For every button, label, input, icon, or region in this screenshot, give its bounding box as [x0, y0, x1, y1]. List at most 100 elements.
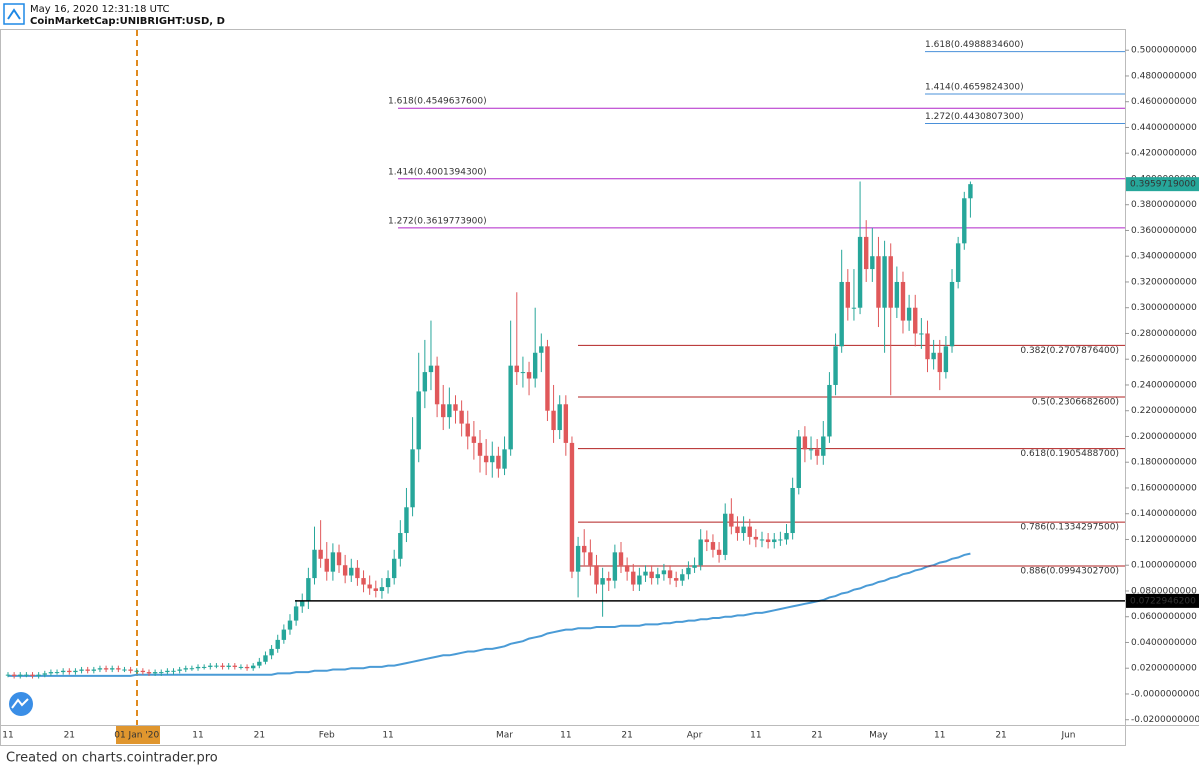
x-tick-label: 21 [64, 731, 75, 741]
candle-body [465, 423, 470, 437]
candle-body [882, 256, 887, 308]
price-tag-label: 0.0722946200 [1130, 596, 1196, 606]
candle-body [361, 578, 366, 585]
fib-label: 0.382(0.2707876400) [1020, 346, 1119, 356]
candle-body [502, 449, 507, 469]
candle-body [208, 665, 213, 667]
candle-body [962, 198, 967, 244]
candle-body [539, 346, 544, 353]
candle-body [827, 384, 832, 437]
candle-body [434, 365, 440, 405]
candle-body [919, 333, 924, 335]
candle-body [300, 601, 305, 607]
candle-body [765, 539, 771, 543]
candle-body [103, 668, 109, 670]
candle-body [79, 669, 84, 671]
x-tick-label: 11 [750, 731, 761, 741]
candle-body [594, 565, 599, 585]
y-tick-label: 0.0200000000 [1131, 664, 1197, 674]
fib-label: 1.272(0.4430807300) [925, 112, 1024, 122]
candle-body [165, 670, 170, 673]
y-tick-label: 0.0800000000 [1131, 586, 1197, 596]
candle-body [134, 670, 139, 672]
candle-body [772, 539, 777, 543]
candle-body [201, 666, 207, 668]
y-tick-label: 0.1400000000 [1131, 509, 1197, 519]
candle-body [232, 665, 238, 667]
candle-body [955, 243, 961, 282]
candle-body [894, 281, 900, 308]
candle-body [612, 552, 618, 581]
candle-body [753, 536, 759, 540]
candle-body [937, 352, 942, 373]
y-tick-label: 0.4400000000 [1131, 123, 1197, 133]
candle-body [459, 410, 464, 424]
candle-body [140, 670, 146, 673]
candle-body [864, 236, 869, 270]
y-tick-label: 0.5000000000 [1131, 46, 1197, 56]
candle-body [287, 620, 293, 630]
candle-body [183, 668, 188, 670]
candle-body [876, 256, 881, 308]
candle-body [490, 455, 495, 463]
candle-body [477, 442, 483, 456]
candle-body [532, 352, 538, 379]
candle-body [220, 665, 225, 667]
candle-body [821, 436, 826, 456]
candle-body [159, 672, 164, 674]
fib-label: 0.886(0.0994302700) [1020, 566, 1119, 576]
tv-logo-mark [11, 698, 29, 709]
candle-body [551, 410, 556, 431]
candle-body [422, 372, 428, 392]
x-tick-label: 21 [995, 731, 1006, 741]
candle-body [24, 674, 29, 676]
candle-body [441, 404, 446, 418]
candle-body [857, 236, 863, 308]
candle-body [735, 526, 740, 534]
candle-body [931, 352, 936, 360]
candle-body [152, 672, 158, 674]
x-tick-label: 11 [192, 731, 203, 741]
candle-body [913, 307, 918, 334]
candle-body [312, 549, 317, 579]
candle-body [698, 539, 703, 566]
candle-body [60, 670, 66, 673]
candle-body [514, 365, 519, 373]
candle-body [723, 513, 728, 555]
candle-body [91, 669, 97, 671]
candle-body [30, 674, 35, 676]
candle-body [943, 346, 949, 373]
candle-body [293, 606, 299, 621]
symbol: CoinMarketCap:UNIBRIGHT:USD, D [30, 16, 225, 27]
candle-body [269, 648, 274, 656]
fib-label: 1.272(0.3619773900) [388, 216, 487, 226]
candle-body [588, 552, 593, 566]
candle-body [618, 552, 624, 566]
x-tick-label: Apr [687, 731, 703, 741]
candle-body [275, 639, 280, 649]
candle-body [520, 372, 526, 374]
candle-body [54, 672, 60, 674]
y-tick-label: 0.4200000000 [1131, 149, 1197, 159]
candle-body [342, 565, 348, 576]
candle-body [637, 575, 642, 585]
fib-label: 1.414(0.4659824300) [925, 83, 1024, 93]
x-tick-label: May [869, 731, 888, 741]
logo-icon [7, 8, 21, 20]
candle-body [410, 449, 415, 508]
candle-body [355, 567, 360, 579]
candle-body [471, 436, 477, 443]
candle-body [716, 549, 722, 555]
y-tick-label: 0.4800000000 [1131, 71, 1197, 81]
candle-body [385, 578, 391, 588]
candle-body [373, 588, 378, 591]
candle-body [306, 578, 311, 602]
candle-body [784, 533, 789, 540]
fib-label: 1.618(0.4988834600) [925, 40, 1024, 50]
y-tick-label: 0.1800000000 [1131, 458, 1197, 468]
y-tick-label: 0.3200000000 [1131, 277, 1197, 287]
candle-body [404, 507, 409, 534]
candle-body [906, 307, 912, 321]
